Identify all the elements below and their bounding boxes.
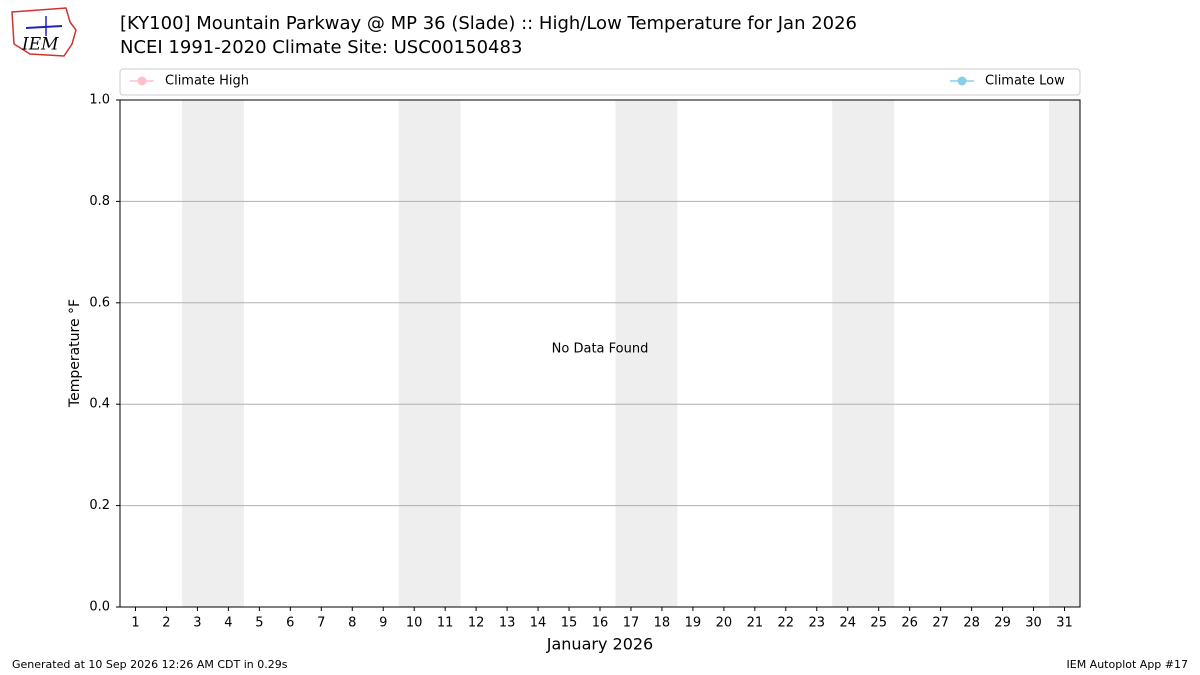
x-tick-label: 24 [839,616,856,631]
y-tick-label: 0.0 [89,600,110,615]
iem-logo: IEM [11,7,77,57]
weekend-shade [832,100,895,607]
x-tick-label: 22 [778,616,795,631]
chart-title: [KY100] Mountain Parkway @ MP 36 (Slade)… [120,13,857,34]
x-tick-label: 23 [809,616,826,631]
x-tick-label: 18 [654,616,671,631]
svg-text:IEM: IEM [21,35,59,55]
x-tick-label: 29 [994,616,1011,631]
x-tick-label: 5 [255,616,263,631]
legend-box [119,68,1081,96]
y-tick-label: 0.8 [89,194,110,209]
legend-label: Climate Low [985,74,1065,89]
y-tick-label: 0.2 [89,498,110,513]
plot-frame [119,99,1081,608]
legend-marker [137,76,147,86]
x-tick-label: 2 [162,616,170,631]
annotation: No Data Found [552,342,649,357]
weekend-shade [398,100,461,607]
x-tick-label: 16 [592,616,609,631]
x-tick-label: 28 [963,616,980,631]
x-tick-label: 8 [348,616,356,631]
x-tick-label: 14 [530,616,547,631]
x-tick-label: 4 [224,616,232,631]
x-tick-label: 20 [716,616,733,631]
x-tick-label: 3 [193,616,201,631]
chart-subtitle: NCEI 1991-2020 Climate Site: USC00150483 [120,37,522,58]
x-tick-label: 25 [870,616,887,631]
x-tick-label: 12 [468,616,485,631]
x-tick-label: 31 [1056,616,1073,631]
x-tick-label: 21 [747,616,764,631]
x-axis-label: January 2026 [546,635,653,654]
x-tick-label: 6 [286,616,294,631]
y-axis-label: Temperature °F [67,299,83,408]
legend-label: Climate High [165,74,249,89]
x-tick-label: 26 [901,616,918,631]
footer-app: IEM Autoplot App #17 [1067,658,1189,671]
weekend-shade [615,100,678,607]
x-tick-label: 19 [685,616,702,631]
x-tick-label: 10 [406,616,423,631]
x-tick-label: 7 [317,616,325,631]
y-tick-label: 0.6 [89,295,110,310]
footer-generated: Generated at 10 Sep 2026 12:26 AM CDT in… [12,658,288,671]
x-tick-label: 9 [379,616,387,631]
x-tick-label: 15 [561,616,578,631]
x-tick-label: 1 [131,616,139,631]
x-tick-label: 11 [437,616,454,631]
y-tick-label: 0.4 [89,397,110,412]
x-tick-label: 13 [499,616,516,631]
x-tick-label: 30 [1025,616,1042,631]
weekend-shade [181,100,244,607]
weekend-shade [1049,100,1080,607]
legend-marker [957,76,967,86]
x-tick-label: 27 [932,616,949,631]
x-tick-label: 17 [623,616,640,631]
y-tick-label: 1.0 [89,93,110,108]
